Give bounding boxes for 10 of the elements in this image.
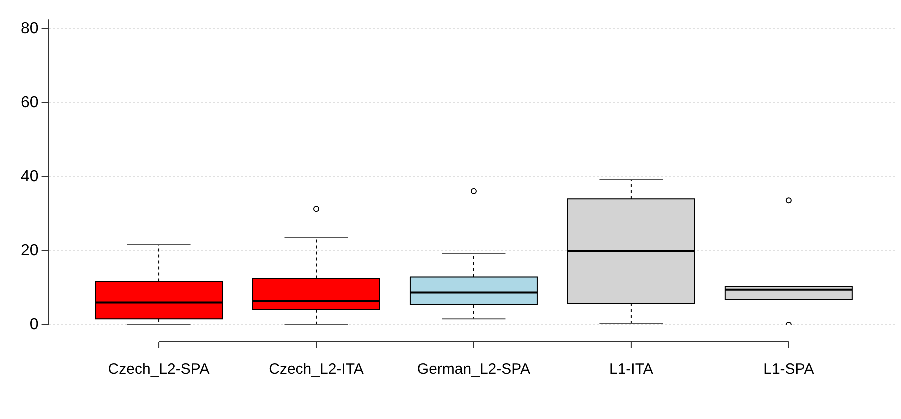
y-tick-label: 20: [21, 242, 39, 260]
y-tick-label: 0: [30, 316, 39, 334]
y-tick-label: 40: [21, 168, 39, 186]
x-tick-label: Czech_L2-SPA: [108, 361, 210, 378]
x-tick-label: L1-ITA: [609, 361, 654, 378]
x-tick-label: Czech_L2-ITA: [269, 361, 364, 378]
y-tick-label: 80: [21, 20, 39, 38]
y-tick-label: 60: [21, 94, 39, 112]
x-tick-label: German_L2-SPA: [417, 361, 531, 378]
x-tick-label: L1-SPA: [764, 361, 814, 378]
